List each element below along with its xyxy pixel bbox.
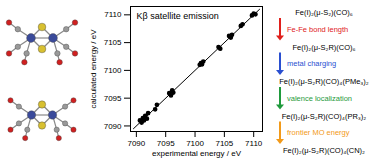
- svg-text:Fe(I)₂(μ-S₂)(CO)₆: Fe(I)₂(μ-S₂)(CO)₆: [295, 8, 353, 17]
- svg-text:Fe(I)₂(μ-S₂R)(CO)₄(CN)₂: Fe(I)₂(μ-S₂R)(CO)₄(CN)₂: [283, 146, 365, 155]
- svg-text:7105: 7105: [104, 38, 122, 47]
- svg-text:valence localization: valence localization: [287, 94, 352, 103]
- svg-text:7100: 7100: [104, 66, 122, 75]
- svg-text:Fe(I)₂(μ-S₂R)(CO)₆: Fe(I)₂(μ-S₂R)(CO)₆: [292, 43, 355, 52]
- svg-text:metal charging: metal charging: [287, 59, 336, 68]
- svg-text:experimental energy / eV: experimental energy / eV: [152, 149, 242, 158]
- svg-text:Fe-Fe bond length: Fe-Fe bond length: [287, 25, 348, 34]
- svg-text:frontier MO energy: frontier MO energy: [287, 128, 350, 137]
- svg-text:Fe(I)₂(μ-S₂R)(CO)₄(PMe₃)₂: Fe(I)₂(μ-S₂R)(CO)₄(PMe₃)₂: [279, 77, 369, 86]
- svg-text:7100: 7100: [186, 139, 204, 148]
- svg-text:Fe(I)₂(μ-S₂R)(CO)₄(PR₃)₂: Fe(I)₂(μ-S₂R)(CO)₄(PR₃)₂: [282, 112, 367, 121]
- svg-text:7095: 7095: [104, 94, 122, 103]
- svg-text:7110: 7110: [245, 139, 263, 148]
- svg-text:7105: 7105: [215, 139, 233, 148]
- svg-text:7095: 7095: [157, 139, 175, 148]
- svg-text:calculated energy / eV: calculated energy / eV: [89, 29, 98, 109]
- svg-text:7110: 7110: [104, 10, 122, 19]
- svg-text:Kβ satellite emission: Kβ satellite emission: [137, 11, 219, 21]
- svg-text:7090: 7090: [127, 139, 145, 148]
- svg-text:7090: 7090: [104, 122, 122, 131]
